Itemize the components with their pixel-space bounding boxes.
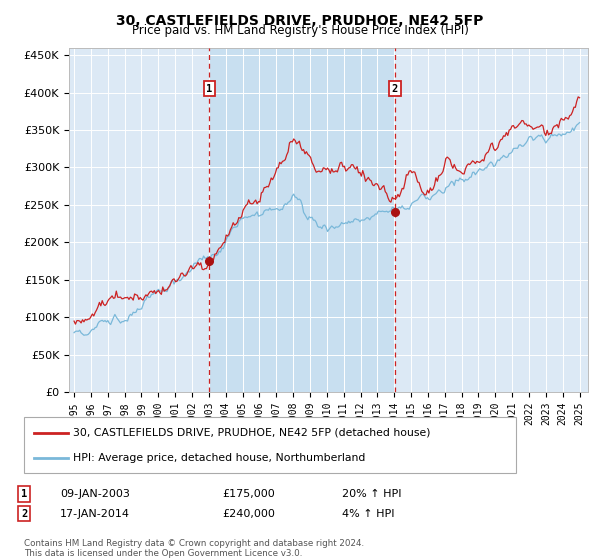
Text: 30, CASTLEFIELDS DRIVE, PRUDHOE, NE42 5FP (detached house): 30, CASTLEFIELDS DRIVE, PRUDHOE, NE42 5F… [73,428,431,438]
Text: 17-JAN-2014: 17-JAN-2014 [60,508,130,519]
Text: HPI: Average price, detached house, Northumberland: HPI: Average price, detached house, Nort… [73,452,365,463]
Text: Contains HM Land Registry data © Crown copyright and database right 2024.
This d: Contains HM Land Registry data © Crown c… [24,539,364,558]
Text: 2: 2 [392,84,398,94]
Text: Price paid vs. HM Land Registry's House Price Index (HPI): Price paid vs. HM Land Registry's House … [131,24,469,37]
Text: 30, CASTLEFIELDS DRIVE, PRUDHOE, NE42 5FP: 30, CASTLEFIELDS DRIVE, PRUDHOE, NE42 5F… [116,14,484,28]
Text: £240,000: £240,000 [222,508,275,519]
Text: 09-JAN-2003: 09-JAN-2003 [60,489,130,499]
Text: £175,000: £175,000 [222,489,275,499]
FancyBboxPatch shape [24,417,516,473]
Text: 1: 1 [21,489,27,499]
Text: 20% ↑ HPI: 20% ↑ HPI [342,489,401,499]
Text: 1: 1 [206,84,212,94]
Text: 2: 2 [21,508,27,519]
Text: 4% ↑ HPI: 4% ↑ HPI [342,508,395,519]
Bar [209,48,395,392]
